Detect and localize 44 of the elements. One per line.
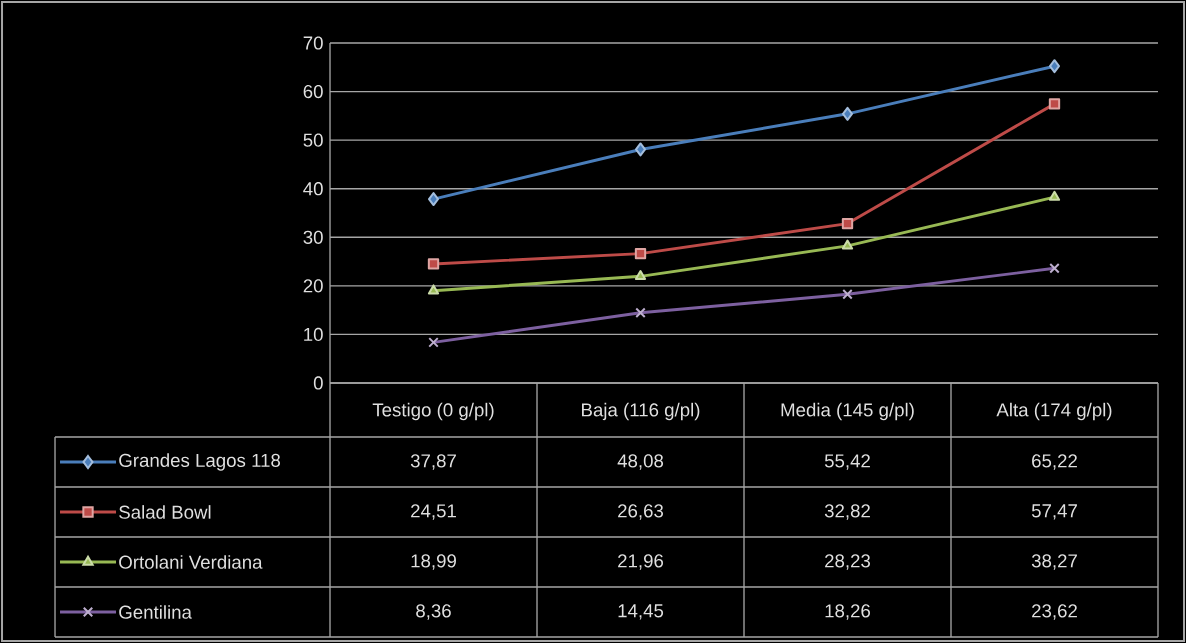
data-label: 8,36: [416, 604, 451, 620]
data-label: 21,96: [618, 554, 664, 570]
point: [427, 258, 440, 270]
data-label: 38,27: [1031, 554, 1077, 570]
data-label: 24,51: [411, 504, 456, 520]
y-tick-label: 10: [304, 327, 323, 342]
y-tick-label: 20: [303, 279, 323, 293]
point: [1048, 59, 1060, 74]
data-label: 55,42: [824, 454, 870, 470]
data-label: 26,63: [618, 504, 664, 520]
point: [635, 142, 646, 157]
x-tick-label: Alta (174 g/pl): [996, 402, 1112, 421]
data-label: 37,87: [410, 454, 456, 470]
point: [634, 247, 647, 260]
y-tick-label: 50: [303, 133, 323, 147]
legend-label: Grandes Lagos 118: [119, 453, 281, 471]
data-label: 48,08: [617, 454, 664, 470]
data-label: 23,62: [1032, 604, 1077, 620]
y-tick-label: 30: [303, 230, 323, 244]
x-tick-label: Baja (116 g/pl): [582, 402, 700, 421]
point: [428, 192, 440, 207]
point: [634, 270, 647, 280]
point: [1048, 190, 1061, 201]
x-tick-label: Media (145 g/pl): [781, 402, 914, 421]
data-label: 18,99: [411, 554, 456, 570]
data-label: 57,47: [1031, 504, 1077, 520]
data-label: 65,22: [1032, 454, 1077, 470]
y-tick-label: 40: [303, 182, 323, 196]
y-tick-label: 0: [313, 376, 323, 390]
data-label: 14,45: [618, 604, 664, 620]
legend-label: Salad Bowl: [119, 505, 211, 519]
data-label: 28,23: [825, 554, 871, 570]
point: [427, 284, 440, 295]
data-label: 32,82: [824, 504, 870, 520]
point: [842, 106, 853, 121]
point: [1048, 98, 1061, 110]
y-tick-label: 60: [303, 84, 323, 99]
y-tick-label: 70: [303, 36, 323, 50]
legend-label: Ortolani Verdiana: [119, 555, 263, 569]
x-tick-label: Testigo (0 g/pl): [372, 402, 494, 421]
point: [841, 217, 854, 230]
point: [841, 239, 854, 250]
legend-label: Gentilina: [119, 605, 192, 619]
data-label: 18,26: [825, 604, 871, 620]
